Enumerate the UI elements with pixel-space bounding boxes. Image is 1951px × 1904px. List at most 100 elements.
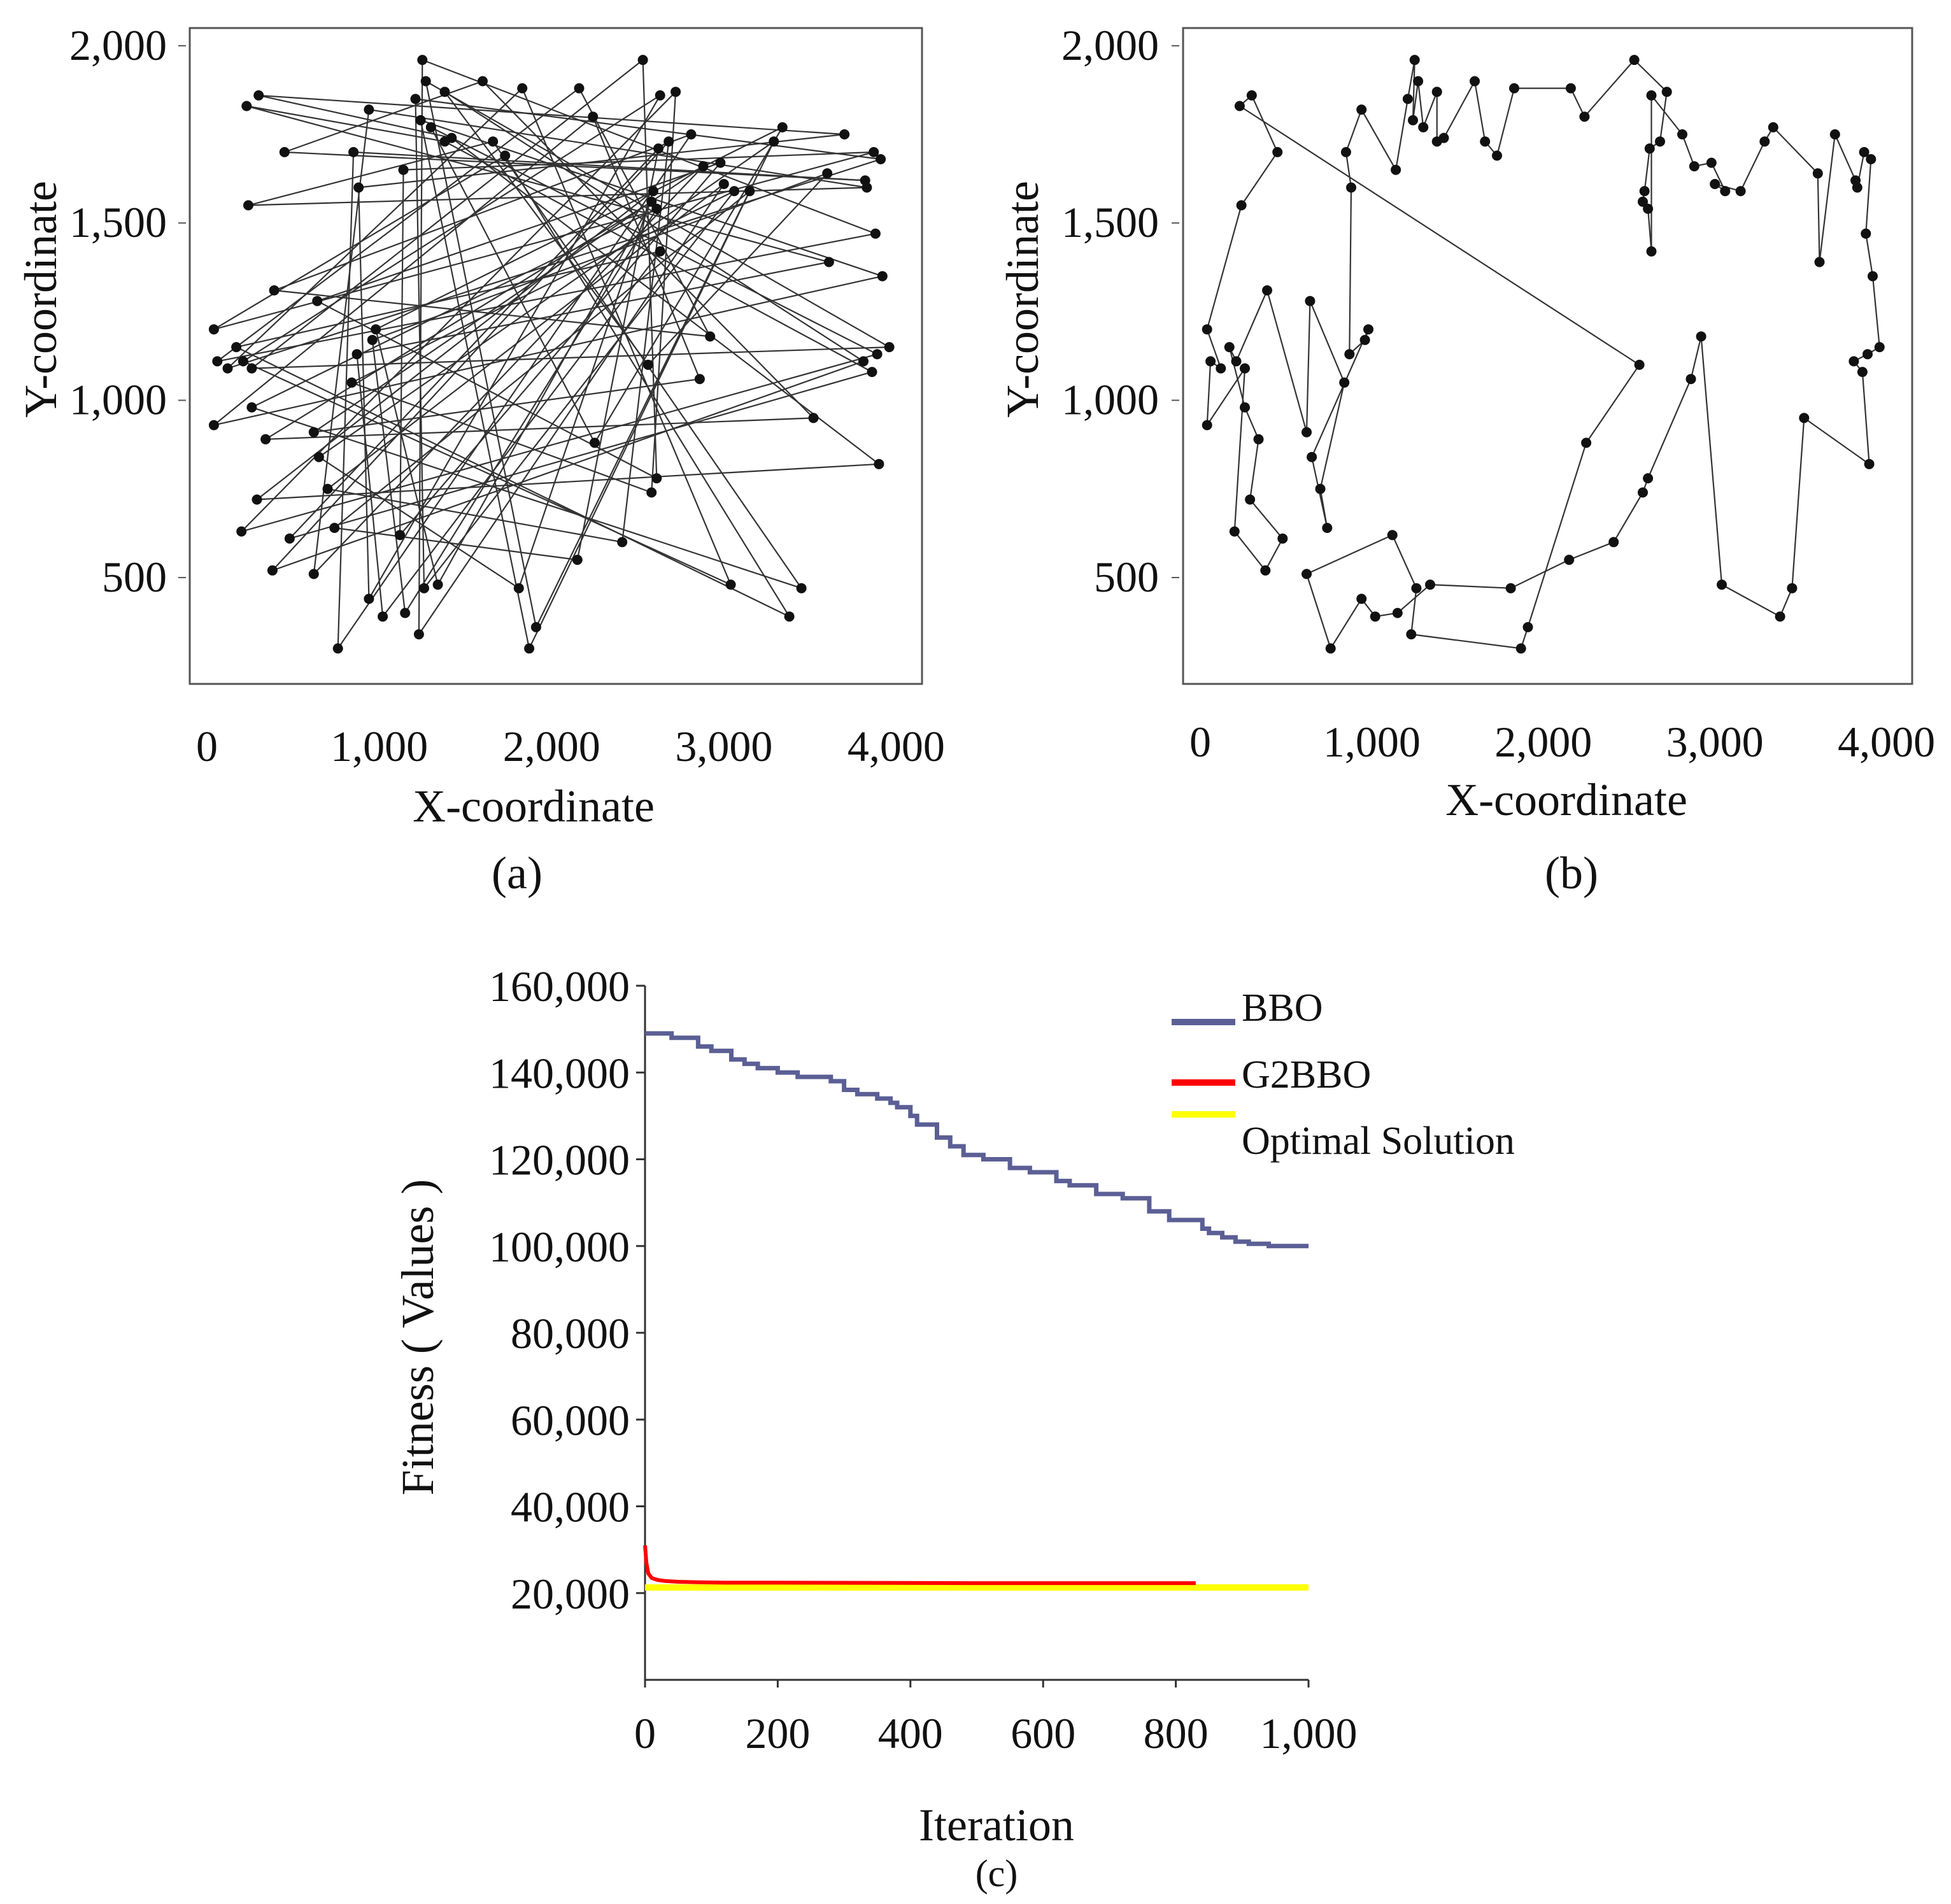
city-point: [279, 146, 290, 157]
x-tick-label: 0: [196, 722, 218, 771]
city-point: [1370, 611, 1380, 622]
panel-c-ylabel: Fitness ( Values ): [392, 1179, 443, 1496]
city-point: [1646, 246, 1657, 257]
city-point: [1229, 526, 1240, 537]
route-segment: [357, 261, 830, 355]
panel-c-ticks: 20,000 40,000 60,000 80,000 100,000 120,000 14…: [489, 962, 1358, 1758]
city-point: [1277, 533, 1288, 544]
city-point: [1720, 186, 1731, 197]
route-segment: [1345, 152, 1352, 188]
route-segment: [1817, 173, 1820, 262]
city-point: [500, 150, 511, 161]
city-point: [1799, 413, 1810, 423]
city-point: [1509, 83, 1519, 94]
route-segment: [375, 329, 439, 585]
city-point: [313, 451, 324, 462]
city-point: [329, 523, 340, 533]
city-point: [439, 87, 450, 97]
route-segment: [1240, 152, 1279, 206]
city-point: [417, 55, 428, 66]
city-point: [617, 537, 628, 548]
city-point: [1359, 334, 1370, 345]
panel-b-frame: [1182, 27, 1913, 685]
city-point: [241, 101, 252, 111]
city-point: [867, 367, 877, 378]
city-point: [395, 530, 406, 541]
route-segment: [1659, 92, 1668, 142]
city-point: [572, 555, 583, 565]
city-point: [236, 526, 247, 537]
route-segment: [1265, 538, 1284, 571]
route-segment: [1510, 559, 1570, 589]
city-point: [715, 157, 726, 168]
route-segment: [1643, 148, 1650, 192]
y-tick-label: 60,000: [511, 1396, 630, 1444]
city-point: [1579, 111, 1590, 122]
city-point: [1775, 611, 1785, 622]
y-tick-label: 40,000: [511, 1483, 630, 1531]
route-segment: [1206, 361, 1212, 425]
route-segment: [243, 94, 661, 362]
route-segment: [1206, 329, 1222, 369]
route-segment: [1239, 105, 1640, 366]
route-segment: [216, 87, 580, 362]
city-point: [784, 611, 795, 622]
city-point: [588, 111, 599, 122]
route-segment: [425, 81, 537, 628]
city-point: [589, 437, 600, 448]
city-point: [1346, 182, 1356, 193]
route-segment: [399, 162, 721, 536]
route-segment: [369, 109, 867, 188]
city-point: [1706, 157, 1717, 168]
route-segment: [1740, 141, 1766, 192]
city-point: [769, 136, 779, 147]
city-point: [874, 458, 884, 469]
y-tick-label: 1,000: [1061, 376, 1159, 424]
series-bbo-line: [645, 1031, 1309, 1249]
city-point: [1411, 583, 1422, 593]
legend-label-g2bbo: G2BBO: [1242, 1053, 1371, 1097]
city-point: [308, 569, 319, 579]
panel-c-series: [643, 1031, 1309, 1591]
city-point: [1689, 161, 1699, 172]
route-segment: [251, 59, 644, 369]
city-point: [1638, 196, 1648, 207]
route-segment: [274, 289, 711, 337]
route-segment: [1410, 588, 1417, 635]
x-tick-label: 800: [1144, 1709, 1209, 1758]
city-point: [260, 434, 271, 444]
city-point: [478, 76, 488, 87]
y-tick-label: 1,500: [1061, 198, 1159, 246]
panel-c-convergence: 20,000 40,000 60,000 80,000 100,000 120,000 14…: [392, 962, 1515, 1894]
route-segment: [1568, 541, 1614, 561]
route-segment: [1306, 534, 1393, 575]
route-segment: [1305, 301, 1311, 432]
city-point: [663, 136, 674, 147]
city-point: [1202, 420, 1212, 430]
city-point: [718, 179, 729, 189]
city-point: [246, 402, 257, 413]
route-segment: [1407, 59, 1415, 99]
city-point: [870, 228, 881, 239]
city-point: [1768, 122, 1778, 132]
city-point: [351, 349, 362, 360]
y-tick-label: 80,000: [511, 1309, 630, 1358]
route-segment: [251, 208, 657, 408]
city-point: [1677, 129, 1687, 139]
route-segment: [1330, 598, 1363, 649]
city-point: [1717, 579, 1727, 590]
city-point: [858, 356, 869, 367]
panel-a-xlabel: X-coordinate: [413, 781, 655, 832]
city-point: [231, 342, 242, 353]
x-tick-label: 1,000: [330, 722, 428, 771]
x-tick-label: 2,000: [503, 722, 600, 771]
route-segment: [1690, 336, 1702, 380]
city-point: [398, 164, 409, 175]
city-point: [252, 494, 262, 505]
city-point: [729, 186, 740, 197]
route-segment: [1871, 276, 1880, 348]
city-point: [1205, 356, 1216, 367]
route-segment: [1791, 418, 1805, 588]
route-segment: [256, 190, 654, 501]
route-segment: [1206, 367, 1245, 426]
